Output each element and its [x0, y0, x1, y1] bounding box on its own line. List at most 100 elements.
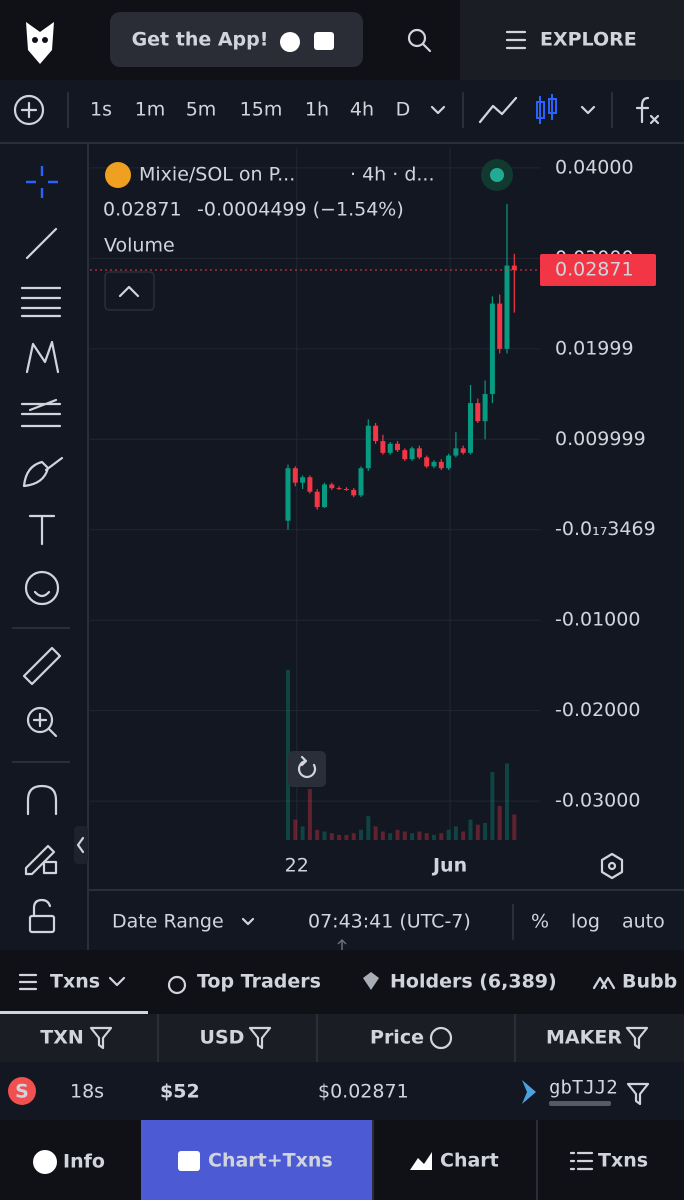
maker-icon [522, 1080, 536, 1104]
interval[interactable]: D [396, 99, 411, 121]
candle-body [475, 403, 481, 422]
menu-icon [505, 30, 527, 50]
crosshair-tool[interactable] [26, 166, 58, 198]
volume-bar [475, 824, 480, 840]
interval[interactable]: 4h [350, 99, 374, 121]
candle-style[interactable] [536, 94, 557, 124]
tab[interactable]: Txns [50, 971, 100, 993]
filter-icon[interactable] [89, 1026, 113, 1050]
nav-item[interactable]: Info [63, 1151, 105, 1173]
chart-settings[interactable] [600, 852, 624, 880]
filter-icon[interactable] [248, 1026, 272, 1050]
explore-button[interactable] [460, 0, 684, 80]
column-header: MAKER [546, 1027, 622, 1049]
column-header: TXN [40, 1027, 84, 1049]
style-dropdown[interactable] [580, 105, 596, 115]
currency-toggle[interactable] [429, 1026, 453, 1050]
interval[interactable]: 1s [90, 99, 112, 121]
unlock-tool[interactable] [28, 914, 56, 934]
app-button[interactable] [110, 12, 363, 67]
volume-bar [490, 772, 495, 840]
volume-bar [322, 831, 327, 840]
resize-handle[interactable] [337, 938, 347, 968]
apple-icon [280, 32, 300, 52]
reset-button[interactable] [288, 751, 326, 787]
fx-icon[interactable] [635, 96, 650, 124]
price-change: -0.0004499 (−1.54%) [197, 199, 404, 221]
candle-body [497, 303, 503, 349]
collapse-legend[interactable] [104, 271, 155, 311]
text-tool[interactable] [28, 514, 56, 546]
search-icon[interactable] [407, 28, 427, 48]
nav-item[interactable]: Chart [440, 1150, 499, 1172]
date-range-chevron [241, 917, 255, 926]
pattern-tool[interactable] [25, 340, 60, 374]
candle-body [343, 489, 349, 491]
interval[interactable]: 5m [186, 99, 217, 121]
zoom-tool[interactable] [26, 706, 54, 734]
volume-bar [402, 831, 407, 840]
sidebar-toggle[interactable] [74, 826, 88, 864]
candle-body [446, 455, 452, 469]
trendline-tool[interactable] [25, 227, 58, 260]
volume-bar [344, 834, 349, 840]
nav-item[interactable]: Txns [598, 1150, 648, 1172]
tab[interactable]: Bubb [622, 971, 677, 993]
y-tick-label: -0.03000 [555, 790, 640, 812]
fx-icon [649, 114, 660, 125]
volume-bar [432, 834, 436, 840]
volume-bar [424, 833, 429, 840]
brush-tool[interactable] [22, 456, 64, 488]
candle-body [387, 443, 393, 453]
android-icon [314, 32, 334, 50]
date-range[interactable]: Date Range [112, 911, 224, 933]
reset-icon [297, 755, 317, 778]
auto-toggle[interactable]: auto [622, 911, 665, 933]
clock: 07:43:41 (UTC-7) [308, 911, 471, 933]
tab[interactable]: Top Traders [197, 971, 321, 993]
column-header: USD [200, 1027, 245, 1049]
emoji-tool[interactable] [24, 570, 60, 606]
candle-body [489, 303, 495, 395]
log-toggle[interactable]: log [571, 911, 600, 933]
logo[interactable] [26, 22, 54, 64]
percent-toggle[interactable]: % [531, 911, 549, 933]
fib-tool[interactable] [20, 286, 62, 318]
interval[interactable]: 1m [135, 99, 166, 121]
magnet-tool[interactable] [26, 784, 58, 816]
maker-address[interactable]: gbTJJ2 [549, 1077, 618, 1099]
filter-icon[interactable] [626, 1082, 650, 1106]
volume-bar [388, 833, 393, 840]
y-tick-label: -0.0₁₇3469 [555, 518, 656, 540]
projection-tool[interactable] [20, 398, 62, 428]
filter-icon[interactable] [625, 1026, 649, 1050]
txn-price: $0.02871 [318, 1081, 409, 1103]
interval[interactable]: 1h [305, 99, 329, 121]
settings-dot [607, 861, 617, 871]
last-price: 0.02871 [103, 199, 182, 221]
ruler-tool[interactable] [22, 646, 62, 686]
collapse-icon [118, 285, 140, 298]
tab[interactable]: Holders (6,389) [390, 971, 557, 993]
volume-bar [307, 789, 312, 840]
add-indicator[interactable] [13, 94, 45, 126]
interval-dropdown[interactable] [430, 105, 446, 115]
candle-body [453, 448, 459, 456]
chart-icon [410, 1152, 432, 1170]
bubble-icon [592, 976, 616, 990]
volume-bar [505, 763, 509, 840]
column-header: Price [370, 1027, 424, 1049]
interval[interactable]: 15m [240, 99, 283, 121]
candle-body [424, 457, 430, 467]
line-style[interactable] [478, 96, 518, 124]
logo-eye [42, 37, 48, 43]
table-header [0, 1014, 684, 1062]
volume-bar [300, 826, 305, 840]
nav-item[interactable]: Chart+Txns [208, 1150, 333, 1172]
volume-bar [337, 834, 342, 840]
y-tick-label: -0.01000 [555, 609, 640, 631]
sidebar-toggle-icon [76, 836, 85, 854]
volume-bar [417, 831, 422, 840]
volume-bar [446, 829, 451, 840]
